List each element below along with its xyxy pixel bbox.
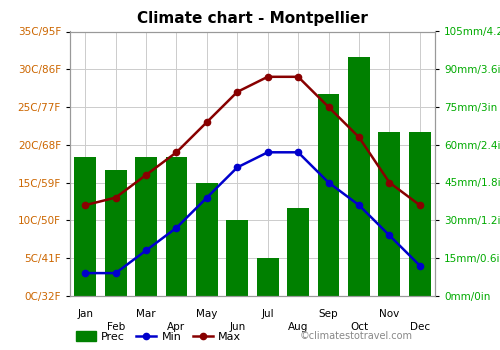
Text: Nov: Nov	[379, 309, 400, 319]
Legend: Prec, Min, Max: Prec, Min, Max	[76, 331, 241, 342]
Text: May: May	[196, 309, 218, 319]
Bar	[196, 182, 218, 296]
Bar	[166, 158, 188, 296]
Title: Climate chart - Montpellier: Climate chart - Montpellier	[137, 11, 368, 26]
Text: Jan: Jan	[77, 309, 93, 319]
Text: Dec: Dec	[410, 322, 430, 332]
Text: Apr: Apr	[168, 322, 186, 332]
Bar	[226, 220, 248, 296]
Text: Sep: Sep	[318, 309, 338, 319]
Bar	[318, 94, 340, 296]
Bar	[409, 132, 430, 296]
Text: ©climatestotravel.com: ©climatestotravel.com	[300, 331, 413, 341]
Text: Jun: Jun	[229, 322, 246, 332]
Text: Mar: Mar	[136, 309, 156, 319]
Text: Oct: Oct	[350, 322, 368, 332]
Bar	[348, 57, 370, 296]
Text: Feb: Feb	[106, 322, 125, 332]
Bar	[257, 258, 278, 296]
Text: Jul: Jul	[262, 309, 274, 319]
Bar	[287, 208, 309, 296]
Bar	[378, 132, 400, 296]
Bar	[74, 158, 96, 296]
Bar	[135, 158, 157, 296]
Text: Aug: Aug	[288, 322, 308, 332]
Bar	[104, 170, 126, 296]
